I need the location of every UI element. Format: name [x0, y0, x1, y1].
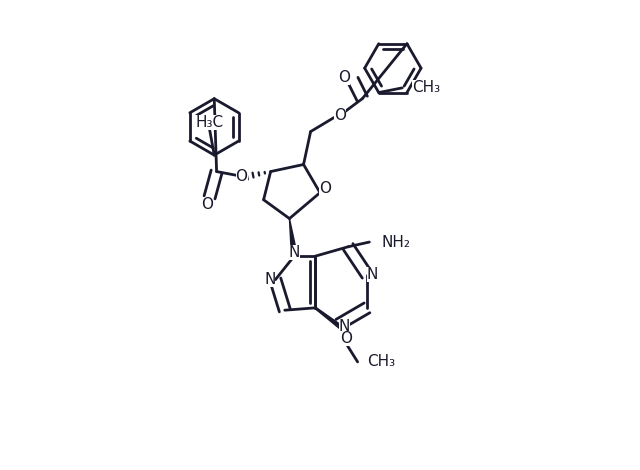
Text: CH₃: CH₃ — [412, 80, 440, 95]
Text: H₃C: H₃C — [195, 115, 223, 130]
Text: N: N — [264, 272, 275, 287]
Text: N: N — [339, 319, 350, 334]
Text: NH₂: NH₂ — [381, 235, 410, 250]
Text: N: N — [367, 267, 378, 282]
Text: O: O — [319, 181, 331, 196]
Text: O: O — [334, 108, 346, 123]
Text: O: O — [201, 197, 213, 212]
Text: O: O — [340, 331, 352, 346]
Text: N: N — [289, 245, 300, 260]
Text: O: O — [339, 70, 351, 85]
Text: O: O — [236, 169, 248, 184]
Polygon shape — [289, 219, 297, 254]
Text: CH₃: CH₃ — [367, 354, 395, 369]
